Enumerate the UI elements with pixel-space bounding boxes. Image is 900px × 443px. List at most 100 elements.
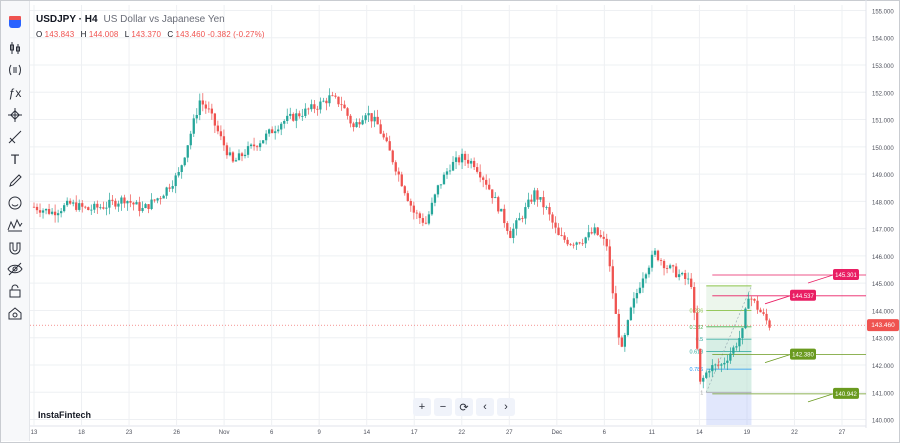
candle-body (292, 113, 295, 121)
candle-body (301, 115, 304, 117)
y-tick-label: 148.000 (872, 200, 894, 206)
fib-level-label: 0.236 (689, 308, 703, 314)
candle-body (150, 199, 153, 209)
candle-body (735, 346, 738, 348)
chart-nav-bar: + − ⟳ ‹ › (413, 398, 515, 416)
magnet-icon[interactable] (5, 237, 25, 257)
brush-icon[interactable] (5, 171, 25, 191)
candle-body (75, 202, 78, 210)
zoom-in-button[interactable]: + (413, 398, 431, 416)
candle-body (111, 199, 114, 201)
candle-body (656, 250, 660, 261)
candle-body (759, 309, 762, 313)
candle-body (295, 113, 298, 121)
current-price-label: 143.460 (871, 322, 895, 329)
candle-body (460, 153, 464, 163)
candle-body (554, 222, 557, 228)
candle-body (340, 104, 343, 106)
candle-body (744, 308, 747, 329)
candle-body (442, 174, 446, 185)
home-icon[interactable] (5, 303, 25, 323)
lock-icon[interactable] (5, 281, 25, 301)
candle-body (313, 104, 316, 109)
candle-body (732, 347, 735, 354)
candle-body (38, 210, 42, 213)
eye-icon[interactable] (5, 259, 25, 279)
candle-body (494, 197, 497, 199)
y-tick-label: 150.000 (872, 146, 894, 152)
candle-body (105, 207, 108, 209)
candle-body (231, 152, 235, 162)
candle-body (729, 353, 732, 361)
candle-body (358, 122, 361, 125)
candle-body (168, 187, 171, 189)
x-tick-label: Nov (219, 430, 230, 436)
candle-body (611, 266, 614, 294)
fib-trend-line (705, 285, 752, 393)
candle-body (750, 298, 753, 300)
candle-body (379, 124, 382, 134)
candle-body (557, 227, 560, 236)
symbol-label: USDJPY · H4 (36, 14, 98, 25)
y-tick-label: 145.000 (872, 282, 894, 288)
flag-icon[interactable] (5, 12, 25, 32)
candle-body (596, 227, 599, 235)
level-tag (790, 348, 816, 360)
candle-body (500, 208, 503, 212)
level-connector (807, 393, 834, 403)
text-icon[interactable]: T (10, 151, 20, 167)
fx-icon[interactable]: ƒx (8, 86, 22, 100)
x-tick-label: 22 (791, 430, 798, 436)
candle-body (280, 123, 283, 130)
candle-body (677, 274, 681, 278)
candle-body (708, 371, 711, 373)
candle-body (370, 113, 373, 122)
level-connector (807, 274, 834, 284)
candle-body (249, 144, 253, 147)
emoji-icon[interactable] (5, 193, 25, 213)
scroll-right-button[interactable]: › (497, 398, 515, 416)
candle-body (705, 372, 708, 378)
reset-button[interactable]: ⟳ (455, 398, 473, 416)
candle-body (451, 161, 455, 171)
candle-body (59, 211, 63, 214)
candle-body (346, 108, 349, 116)
candle-body (132, 202, 135, 205)
level-connector (764, 354, 791, 364)
candle-body (572, 244, 575, 246)
candle-body (264, 133, 268, 141)
candle-body (129, 201, 132, 203)
candle-body (488, 184, 491, 190)
fib-level-label: 0.618 (689, 349, 703, 355)
candle-body (680, 273, 684, 275)
candle-body (171, 186, 174, 189)
candle-body (319, 101, 322, 110)
candle-body (198, 100, 201, 115)
trendline-icon[interactable] (5, 127, 25, 147)
candle-body (225, 145, 229, 156)
candle-body (216, 125, 220, 132)
candle-body (650, 254, 654, 268)
candle-body (479, 171, 482, 178)
x-tick-label: Dec (551, 430, 562, 436)
candle-body (578, 242, 581, 244)
candle-body (647, 267, 651, 275)
candle-body (355, 122, 358, 128)
candle-body (69, 200, 72, 204)
indicators-icon[interactable] (5, 60, 25, 80)
brand-watermark: InstaFintech (38, 410, 92, 420)
candle-body (699, 348, 702, 382)
symbol-legend[interactable]: USDJPY · H4 US Dollar vs Japanese Yen (36, 14, 225, 25)
y-tick-label: 142.000 (872, 364, 894, 370)
candles-icon[interactable] (5, 38, 25, 58)
candle-body (243, 154, 247, 157)
scroll-left-button[interactable]: ‹ (476, 398, 494, 416)
zoom-out-button[interactable]: − (434, 398, 452, 416)
candle-body (665, 268, 669, 269)
candle-body (207, 108, 210, 110)
candle-body (120, 197, 123, 204)
crosshair-icon[interactable] (5, 105, 25, 125)
x-tick-label: 6 (603, 430, 607, 436)
patterns-icon[interactable] (5, 215, 25, 235)
